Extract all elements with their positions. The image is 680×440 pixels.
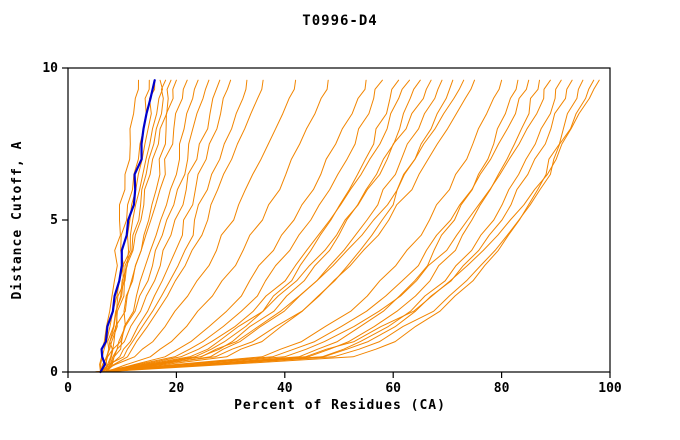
model-curve xyxy=(105,79,421,373)
model-curve xyxy=(100,79,383,373)
y-tick-label: 0 xyxy=(50,365,58,380)
model-curve xyxy=(94,79,573,373)
model-curve xyxy=(105,79,264,373)
model-curve xyxy=(100,79,221,373)
x-tick-label: 60 xyxy=(385,381,401,396)
model-curve xyxy=(105,79,367,373)
model-curve xyxy=(100,79,454,373)
model-curve xyxy=(100,79,248,373)
model-curve xyxy=(100,79,562,373)
model-curve xyxy=(100,79,210,373)
model-curve xyxy=(100,79,600,373)
x-tick-label: 0 xyxy=(64,381,72,396)
model-curve xyxy=(99,79,139,373)
model-curve xyxy=(100,79,519,373)
model-curve xyxy=(105,79,443,373)
model-curve xyxy=(100,79,540,373)
model-curve xyxy=(105,79,167,373)
y-tick-label: 10 xyxy=(42,61,58,76)
model-curve xyxy=(100,79,410,373)
x-tick-label: 80 xyxy=(494,381,510,396)
model-curve xyxy=(100,79,163,373)
y-tick-label: 5 xyxy=(50,213,58,228)
model-curve xyxy=(105,79,232,373)
x-tick-label: 40 xyxy=(277,381,293,396)
model-curve xyxy=(94,79,595,373)
model-curve xyxy=(105,79,465,373)
y-axis-label: Distance Cutoff, A xyxy=(10,140,25,300)
model-curve xyxy=(94,79,551,373)
highlighted-curve xyxy=(99,79,156,374)
x-tick-label: 20 xyxy=(169,381,185,396)
model-curve xyxy=(94,79,530,373)
model-curve xyxy=(94,79,503,373)
model-curve xyxy=(100,79,172,373)
model-curve xyxy=(105,79,329,373)
model-curve xyxy=(100,79,475,373)
model-curve xyxy=(100,79,584,373)
model-curve xyxy=(100,79,297,373)
chart-title: T0996-D4 xyxy=(302,13,378,29)
model-curve xyxy=(105,79,400,373)
model-curve xyxy=(100,79,432,373)
x-tick-label: 100 xyxy=(598,381,622,396)
x-axis-label: Percent of Residues (CA) xyxy=(234,398,446,413)
model-curve xyxy=(100,79,188,373)
model-curve xyxy=(105,79,199,373)
